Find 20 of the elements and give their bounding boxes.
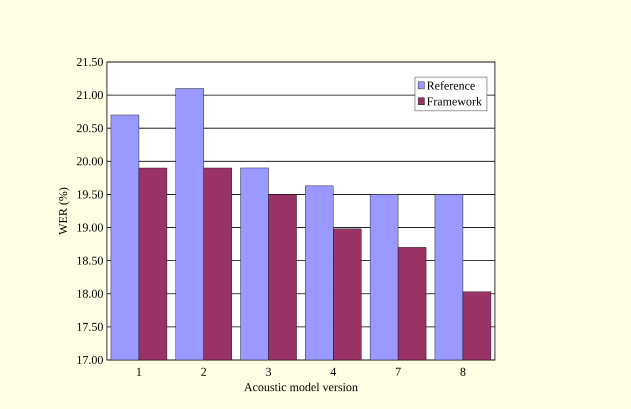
legend-label: Framework [426,97,482,106]
y-tick-label: 19.50 [77,190,103,199]
y-axis-title: WER (%) [58,188,70,235]
y-tick-label: 21.50 [76,58,103,66]
y-tick-label: 20.00 [76,157,103,166]
y-tick-label: 19.00 [77,223,103,232]
x-axis-title: Acoustic model version [244,382,358,392]
x-tick-label: 1 [136,368,142,376]
x-tick-label: 2 [201,368,206,376]
y-tick-label: 18.00 [77,290,103,298]
x-tick-label: 8 [460,368,466,376]
y-tick-label: 17.00 [77,356,103,364]
y-tick-label: 18.50 [77,256,103,265]
x-tick-label: 3 [266,368,272,376]
y-tick-label: 17.50 [77,322,103,331]
y-tick-label: 21.00 [76,91,103,100]
x-tick-label: 4 [330,368,336,376]
y-tick-label: 20.50 [76,124,103,132]
x-tick-label: 7 [396,368,401,376]
legend-label: Reference [426,81,475,90]
